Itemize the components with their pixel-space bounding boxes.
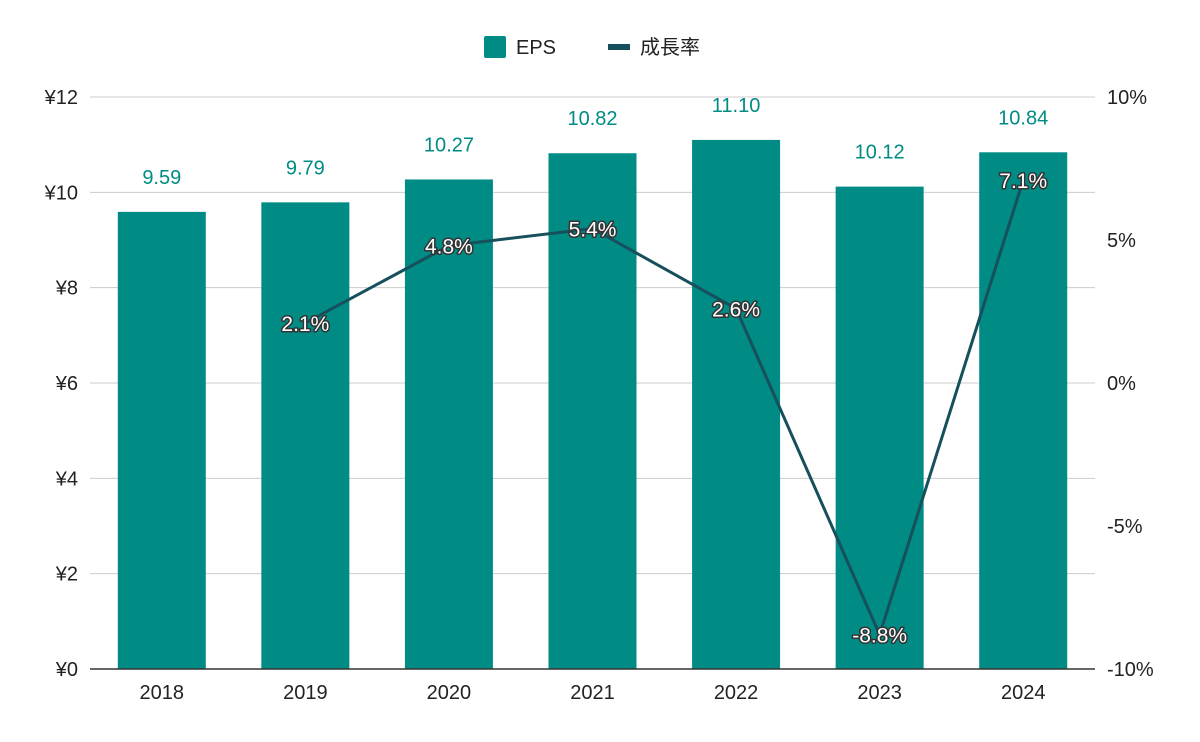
eps-bar-label: 10.27 [424, 134, 474, 156]
axes: ¥0 ¥2 ¥4 ¥6 ¥8 ¥10 ¥12 -10% -5% 0% 5% 10% 2018 2019 20… [44, 87, 1154, 704]
growth-point-label: 5.4% [569, 219, 617, 242]
y-left-tick-label: ¥12 [44, 87, 78, 109]
y-left-tick-label: ¥4 [55, 468, 78, 490]
eps-bar [979, 152, 1068, 669]
x-tick-label: 2020 [427, 682, 472, 704]
eps-bar [548, 153, 637, 669]
y-left-tick-label: ¥0 [55, 659, 78, 681]
growth-point-label: -8.8% [852, 625, 907, 648]
y-right-tick-label: 5% [1107, 230, 1136, 252]
legend-label: EPS [516, 37, 556, 59]
y-left-tick-label: ¥10 [44, 182, 78, 204]
x-tick-label: 2023 [857, 682, 902, 704]
x-tick-label: 2018 [140, 682, 185, 704]
eps-bar-label: 10.82 [567, 108, 617, 130]
x-tick-label: 2021 [570, 682, 615, 704]
eps-bar-label: 9.59 [142, 167, 181, 189]
y-left-tick-label: ¥6 [55, 373, 78, 395]
bars [117, 139, 1068, 670]
growth-line-path [304, 179, 1025, 637]
legend-label: 成長率 [640, 36, 700, 59]
eps-bar [117, 211, 206, 670]
x-tick-label: 2024 [1001, 682, 1046, 704]
eps-bar-label: 9.79 [286, 157, 325, 179]
data-labels: 9.59 9.79 10.27 10.82 11.10 10.12 10.84 2.1% 4.8… [142, 95, 1048, 649]
y-right-tick-label: -10% [1107, 659, 1154, 681]
y-right-tick-label: 0% [1107, 373, 1136, 395]
eps-bar [692, 139, 781, 669]
legend-swatch-eps [484, 36, 506, 58]
x-tick-label: 2022 [714, 682, 759, 704]
y-right-tick-label: -5% [1107, 516, 1143, 538]
y-left-tick-label: ¥2 [55, 564, 78, 586]
eps-bar-label: 10.12 [855, 142, 905, 164]
growth-point-label: 2.6% [712, 299, 760, 322]
legend-swatch-growth [608, 44, 630, 50]
growth-point-label: 2.1% [281, 313, 329, 336]
y-left-tick-label: ¥8 [55, 278, 78, 300]
y-right-tick-label: 10% [1107, 87, 1147, 109]
growth-line [304, 179, 1025, 637]
eps-bar-label: 11.10 [712, 95, 761, 117]
growth-point-label: 4.8% [425, 236, 473, 259]
eps-bar [835, 186, 924, 669]
growth-point-label: 7.1% [999, 170, 1047, 193]
x-tick-label: 2019 [283, 682, 328, 704]
eps-bar-label: 10.84 [998, 107, 1048, 129]
eps-bar [261, 202, 350, 670]
legend: EPS 成長率 [484, 36, 700, 59]
